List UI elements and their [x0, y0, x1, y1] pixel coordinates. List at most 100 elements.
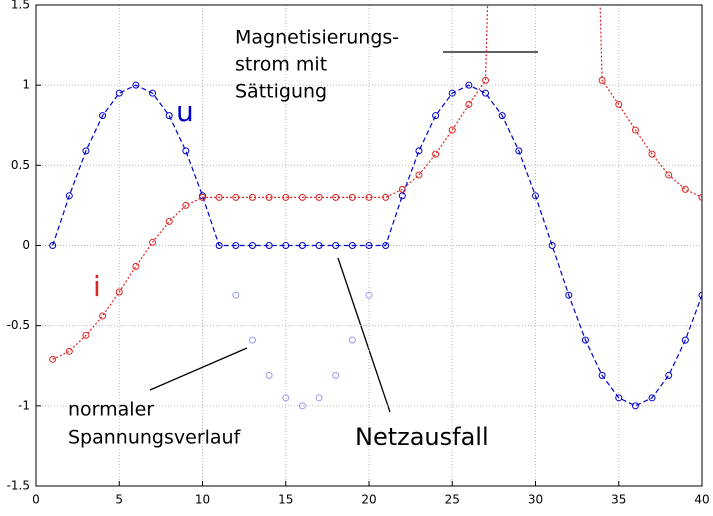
data-point — [248, 336, 256, 344]
y-tick-label: -1.5 — [7, 479, 30, 493]
data-point — [698, 193, 702, 201]
y-tick-label: 1.5 — [11, 0, 30, 12]
data-point — [99, 312, 107, 320]
data-point — [49, 355, 57, 363]
series-line — [52, 84, 702, 407]
annotation: u — [176, 95, 194, 128]
data-point — [315, 394, 323, 402]
data-point — [115, 288, 123, 296]
data-point — [315, 193, 323, 201]
x-tick-label: 30 — [528, 493, 543, 507]
data-point — [149, 238, 157, 246]
x-tick-label: 25 — [445, 493, 460, 507]
plot-area — [49, 5, 702, 410]
annotation: Sättigung — [235, 81, 327, 103]
data-point — [182, 201, 190, 209]
data-point — [415, 171, 423, 179]
data-point — [482, 76, 490, 84]
data-point — [598, 371, 606, 379]
data-point — [332, 371, 340, 379]
data-point — [65, 347, 73, 355]
x-tick-label: 10 — [195, 493, 210, 507]
data-point — [615, 100, 623, 108]
x-tick-label: 20 — [361, 493, 376, 507]
data-point — [548, 242, 556, 249]
annotation: Netzausfall — [355, 423, 489, 451]
data-point — [698, 291, 702, 299]
data-point — [348, 242, 356, 249]
data-point — [132, 262, 140, 270]
data-point — [565, 291, 573, 299]
data-point — [681, 336, 689, 344]
data-point — [282, 242, 290, 249]
y-tick-label: -0.5 — [7, 318, 30, 332]
data-point — [348, 336, 356, 344]
data-point — [515, 147, 523, 155]
data-point — [382, 193, 390, 201]
data-point — [82, 147, 90, 155]
data-point — [482, 89, 490, 97]
data-point — [248, 242, 256, 249]
annotation-line — [149, 347, 248, 391]
x-tick-label: 5 — [115, 493, 123, 507]
data-point — [382, 242, 390, 249]
data-point — [332, 242, 340, 249]
data-point — [232, 193, 240, 201]
data-point — [232, 291, 240, 299]
data-point — [465, 81, 473, 89]
data-point — [298, 193, 306, 201]
data-point — [365, 291, 373, 299]
data-point — [282, 394, 290, 402]
annotation: Spannungsverlauf — [68, 427, 242, 449]
data-point — [99, 112, 107, 120]
data-point — [265, 371, 273, 379]
data-point — [532, 192, 539, 200]
data-point — [598, 76, 606, 84]
data-point — [448, 89, 456, 97]
data-point — [631, 126, 639, 134]
data-point — [665, 371, 673, 379]
data-point — [365, 193, 373, 201]
annotation: strom mit — [235, 54, 327, 76]
data-point — [415, 147, 423, 155]
y-tick-label: -1 — [18, 398, 30, 412]
data-point — [681, 185, 689, 193]
data-point — [615, 394, 623, 402]
data-point — [398, 192, 406, 200]
data-point — [49, 242, 57, 249]
annotation: Magnetisierungs- — [235, 27, 399, 49]
y-tick-label: 0 — [22, 238, 30, 252]
data-point — [448, 126, 456, 134]
data-point — [265, 242, 273, 249]
data-point — [182, 147, 190, 155]
x-tick-label: 40 — [694, 493, 709, 507]
data-point — [282, 193, 290, 201]
x-tick-label: 0 — [32, 493, 40, 507]
data-point — [398, 185, 406, 193]
data-point — [149, 89, 157, 97]
y-tick-label: 1 — [22, 78, 30, 92]
data-point — [165, 217, 173, 225]
data-point — [215, 193, 223, 201]
annotation-line — [337, 257, 391, 413]
data-point — [648, 150, 656, 158]
data-point — [348, 193, 356, 201]
data-point — [199, 193, 206, 201]
data-point — [665, 171, 673, 179]
x-tick-label: 35 — [611, 493, 626, 507]
data-point — [165, 112, 173, 120]
data-point — [332, 193, 340, 201]
data-point — [631, 402, 639, 410]
annotation: normaler — [68, 399, 154, 421]
data-point — [315, 242, 323, 249]
plot-frame — [35, 4, 703, 487]
data-point — [432, 112, 440, 120]
data-point — [82, 331, 90, 339]
x-tick-label: 15 — [278, 493, 293, 507]
data-point — [265, 193, 273, 201]
y-tick-label: 0.5 — [11, 158, 30, 172]
annotation: i — [93, 270, 101, 303]
data-point — [132, 81, 140, 89]
data-point — [65, 192, 73, 200]
